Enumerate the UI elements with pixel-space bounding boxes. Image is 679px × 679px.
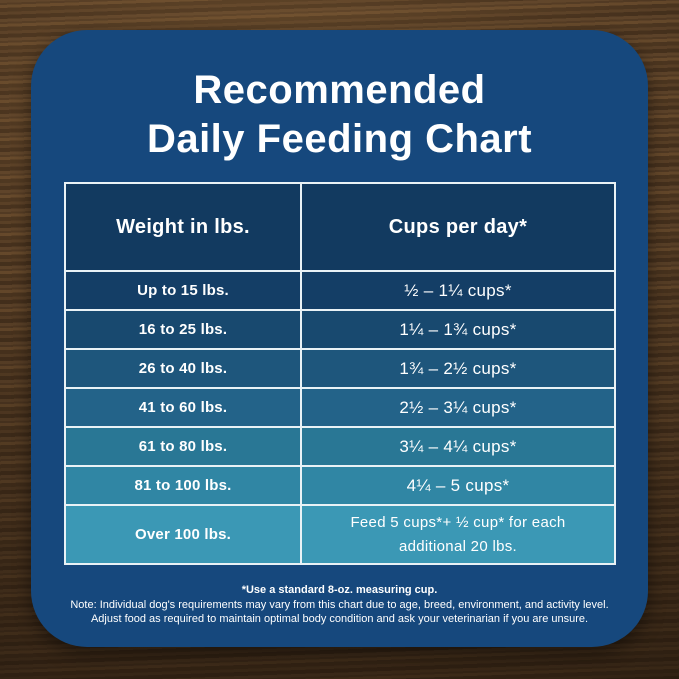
page-title: Recommended Daily Feeding Chart — [41, 66, 638, 164]
column-header-weight: Weight in lbs. — [66, 184, 300, 270]
weight-cell: Up to 15 lbs. — [66, 272, 300, 309]
cups-cell: ½ – 1¼ cups* — [302, 272, 614, 309]
page-title-line2: Daily Feeding Chart — [146, 117, 533, 162]
weight-cell: 26 to 40 lbs. — [66, 350, 300, 387]
cups-cell: 2½ – 3¼ cups* — [302, 389, 614, 426]
cups-cell: 3¼ – 4¼ cups* — [302, 428, 614, 465]
footnote-measuring-cup: *Use a standard 8-oz. measuring cup. — [241, 584, 438, 596]
weight-cell: Over 100 lbs. — [66, 506, 300, 563]
footnote-note-line: Note: Individual dog's requirements may … — [70, 598, 609, 611]
cups-cell: Feed 5 cups*+ ½ cup* for each additional… — [302, 506, 614, 563]
weight-cell: 61 to 80 lbs. — [66, 428, 300, 465]
cups-cell: 4¼ – 5 cups* — [302, 467, 614, 504]
footnotes: *Use a standard 8-oz. measuring cup. Not… — [45, 583, 634, 627]
page-title-line1: Recommended — [193, 68, 486, 112]
feeding-chart-card: Recommended Daily Feeding Chart Weight i… — [31, 30, 648, 647]
cups-cell: 1¾ – 2½ cups* — [302, 350, 614, 387]
feeding-table: Weight in lbs. Cups per day* Up to 15 lb… — [64, 182, 616, 565]
cups-cell: 1¼ – 1¾ cups* — [302, 311, 614, 348]
weight-cell: 16 to 25 lbs. — [66, 311, 300, 348]
column-header-cups: Cups per day* — [302, 184, 614, 270]
footnote-adjust-line: Adjust food as required to maintain opti… — [90, 613, 589, 626]
weight-cell: 81 to 100 lbs. — [66, 467, 300, 504]
weight-cell: 41 to 60 lbs. — [66, 389, 300, 426]
